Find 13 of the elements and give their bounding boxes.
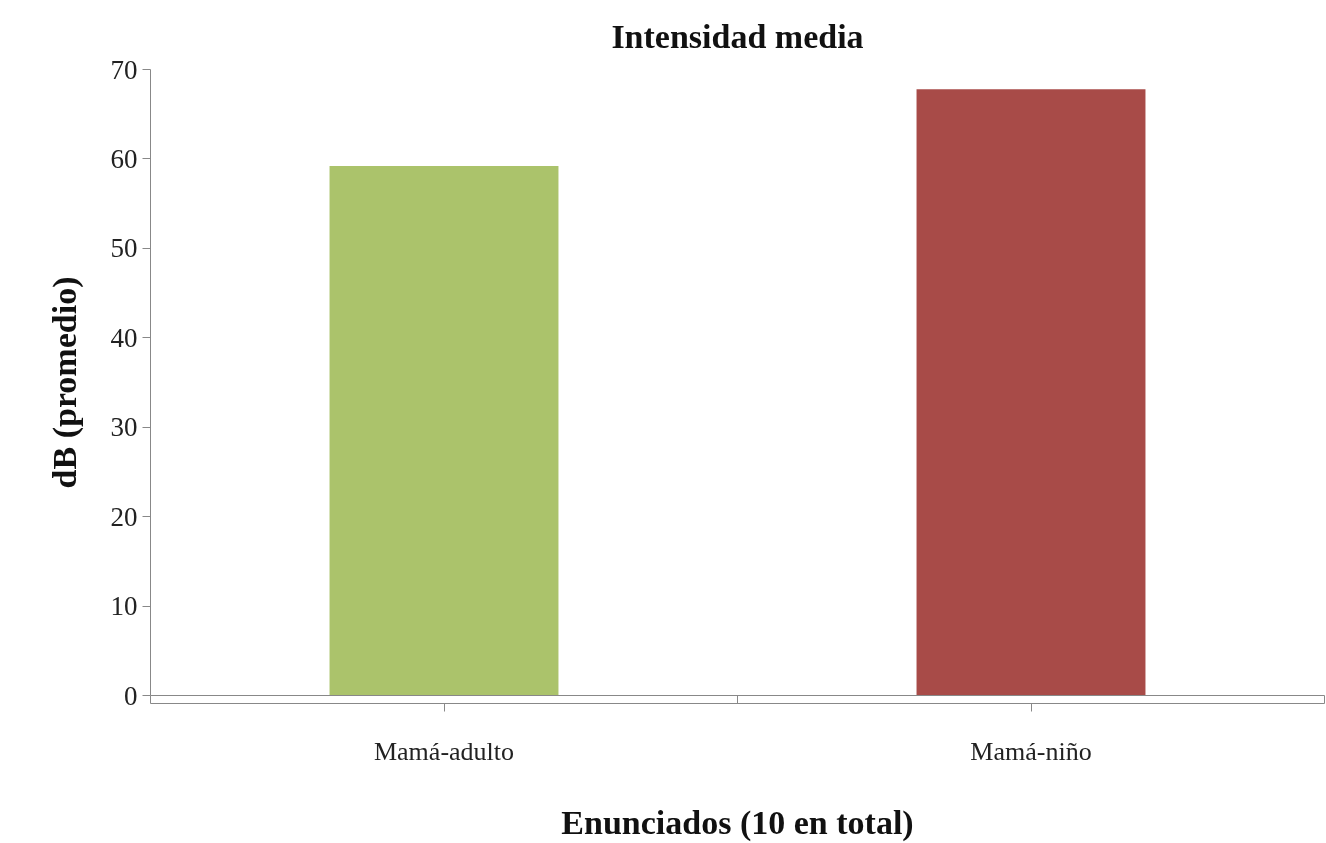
chart-title: Intensidad media xyxy=(611,17,864,55)
x-tick-label: Mamá-niño xyxy=(970,736,1092,766)
y-tick-label: 30 xyxy=(110,412,138,443)
x-tick-label: Mamá-adulto xyxy=(373,736,515,766)
y-axis-title: dB (promedio) xyxy=(45,276,84,489)
y-tick-label: 10 xyxy=(110,591,138,622)
y-tick-label: 50 xyxy=(110,233,138,264)
y-tick-label: 0 xyxy=(124,680,138,711)
y-tick-label: 60 xyxy=(110,143,138,174)
y-tick-label: 40 xyxy=(110,322,138,353)
y-tick-label: 20 xyxy=(110,501,138,532)
x-axis-title: Enunciados (10 en total) xyxy=(561,803,914,842)
y-tick-label: 70 xyxy=(110,54,138,85)
